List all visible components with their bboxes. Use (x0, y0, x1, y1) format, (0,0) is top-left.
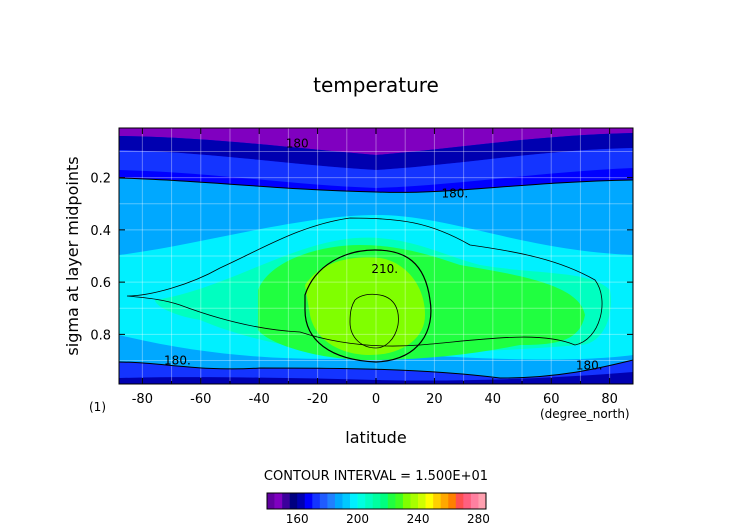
contour-line-195 (126, 217, 603, 347)
colorbar-swatch (319, 493, 328, 509)
colorbar-swatch (342, 493, 351, 509)
y-tick-label: 0.8 (90, 328, 111, 343)
colorbar-swatch (380, 493, 389, 509)
colorbar-tick-label: 200 (346, 512, 369, 526)
colorbar-swatch (402, 493, 411, 509)
contour-label: 180. (576, 359, 603, 373)
colorbar-swatch (470, 493, 479, 509)
panel-label: (1) (89, 400, 106, 414)
contour-label: 180 (286, 137, 309, 151)
colorbar-swatch (267, 493, 275, 509)
plot-area: 180. 180. 210. 180. 180 (119, 128, 633, 384)
colorbar-tick-label: 240 (407, 512, 430, 526)
colorbar-frame (266, 492, 487, 510)
fill-band-surface-dark (119, 372, 633, 384)
colorbar-ticks: 160 200 240 280 (286, 512, 490, 526)
fill-band-upper-mid (119, 148, 633, 188)
colorbar-swatch (425, 493, 434, 509)
colorbar-swatch (410, 493, 419, 509)
x-tick-label: -60 (190, 392, 211, 407)
x-tick-label: 40 (485, 392, 502, 407)
colorbar-swatch (387, 493, 396, 509)
contour-lines (119, 177, 633, 379)
y-tick-label: 0.6 (90, 276, 111, 291)
colorbar-swatch (312, 493, 321, 509)
chart-title: temperature (313, 73, 439, 97)
colorbar-swatch (372, 493, 381, 509)
colorbar-tick-label: 160 (286, 512, 309, 526)
contour-line-220 (349, 293, 399, 349)
x-axis: -80 -60 -40 -20 0 20 40 60 80 (132, 128, 618, 407)
colorbar-swatch (448, 493, 457, 509)
colorbar-swatch (327, 493, 336, 509)
contour-line-180-lower (119, 359, 633, 379)
x-tick-label: -80 (132, 392, 153, 407)
fill-band-upper-dark (119, 133, 633, 170)
y-axis-label: sigma at layer midpoints (63, 156, 82, 355)
colorbar-swatch (463, 493, 472, 509)
contour-labels: 180. 180. 210. 180. 180 (164, 137, 603, 373)
x-tick-label: 80 (601, 392, 618, 407)
contour-fills (119, 128, 633, 384)
x-tick-label: 20 (426, 392, 443, 407)
colorbar-swatch (274, 493, 283, 509)
contour-interval-text: CONTOUR INTERVAL = 1.500E+01 (264, 469, 488, 484)
x-tick-label: 60 (543, 392, 560, 407)
colorbar-swatch (418, 493, 426, 509)
colorbar-swatch (395, 493, 404, 509)
colorbar-swatch (334, 493, 343, 509)
colorbar-swatch (455, 493, 464, 509)
contour-label: 180. (441, 186, 468, 200)
colorbar (266, 492, 487, 510)
contour-label: 180. (164, 353, 191, 367)
y-tick-label: 0.4 (90, 224, 111, 239)
y-axis: 0.2 0.4 0.6 0.8 (90, 172, 633, 343)
colorbar-swatch (304, 493, 313, 509)
x-axis-units: (degree_north) (540, 407, 630, 421)
x-tick-label: -40 (249, 392, 270, 407)
y-tick-label: 0.2 (90, 172, 111, 187)
colorbar-swatch (289, 493, 298, 509)
fill-band-stratosphere-top (119, 128, 633, 155)
x-tick-label: -20 (307, 392, 328, 407)
contour-line-180-upper (119, 177, 633, 193)
x-axis-label: latitude (345, 428, 406, 447)
fill-band-220 (305, 257, 425, 355)
colorbar-swatch (433, 493, 441, 509)
x-tick-label: 0 (372, 392, 380, 407)
colorbar-swatch (357, 493, 366, 509)
colorbar-swatch (365, 493, 374, 509)
contour-label: 210. (371, 262, 398, 276)
colorbar-swatch (282, 493, 290, 509)
colorbar-swatch (440, 493, 449, 509)
colorbar-tick-label: 280 (467, 512, 490, 526)
colorbar-swatch (350, 493, 358, 509)
colorbar-swatch (478, 493, 487, 509)
contour-line-210 (304, 249, 432, 363)
colorbar-swatch (297, 493, 306, 509)
